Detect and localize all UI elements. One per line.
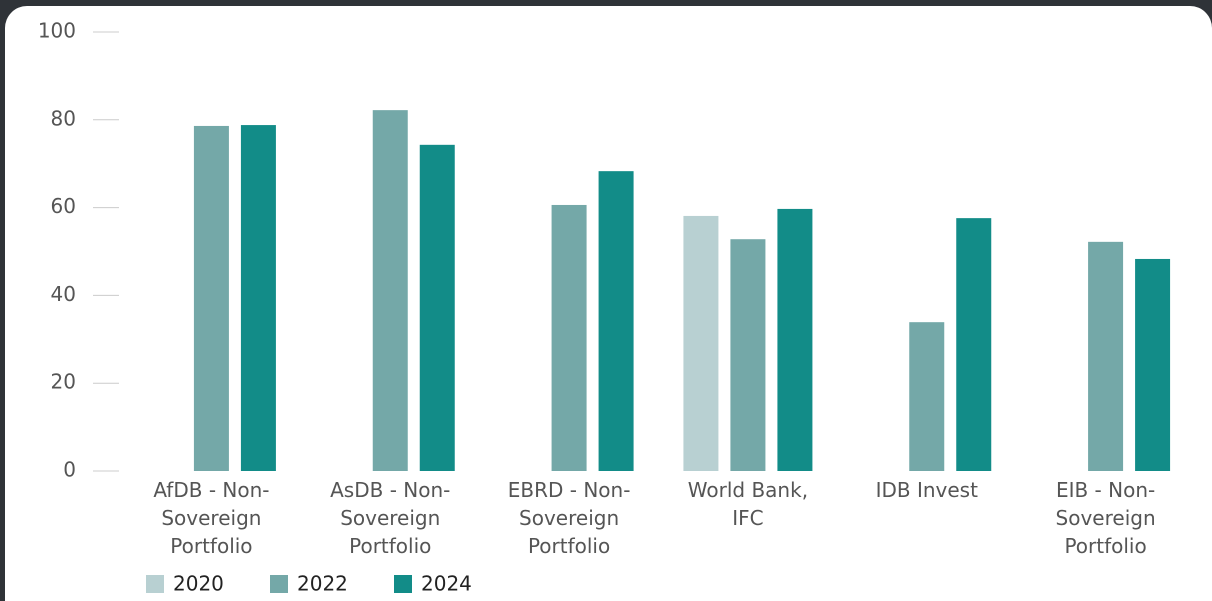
- bar: [240, 125, 276, 472]
- bar: [956, 218, 992, 471]
- x-tick-label: IDB Invest: [876, 478, 979, 502]
- bar: [1088, 241, 1124, 471]
- bar: [193, 125, 229, 472]
- legend-label: 2020: [173, 572, 224, 596]
- legend-swatch: [146, 575, 164, 593]
- x-tick-label: EIB - Non-Sovereign Portfolio: [1056, 478, 1156, 558]
- bar: [777, 208, 813, 472]
- x-tick-label: AfDB - Non-Sovereign Portfolio: [153, 478, 269, 558]
- legend-label: 2022: [297, 572, 348, 596]
- bar: [730, 239, 766, 471]
- y-tick-label: 20: [51, 370, 76, 394]
- y-tick-label: 0: [63, 458, 76, 482]
- x-tick-label: EBRD - Non-Sovereign Portfolio: [508, 478, 631, 558]
- x-tick-label: World Bank, IFC: [688, 478, 808, 530]
- bar: [372, 110, 408, 471]
- bar: [1135, 258, 1171, 471]
- legend-swatch: [394, 575, 412, 593]
- bar: [683, 215, 719, 471]
- bar: [598, 171, 634, 471]
- bar: [551, 204, 587, 471]
- x-tick-label: AsDB - Non-Sovereign Portfolio: [330, 478, 450, 558]
- bar: [909, 322, 945, 471]
- y-tick-label: 100: [38, 19, 76, 43]
- y-tick-label: 80: [51, 106, 76, 130]
- bar: [419, 144, 455, 471]
- legend-swatch: [270, 575, 288, 593]
- y-tick-label: 60: [51, 194, 76, 218]
- y-tick-label: 40: [51, 282, 76, 306]
- legend-label: 2024: [421, 572, 472, 596]
